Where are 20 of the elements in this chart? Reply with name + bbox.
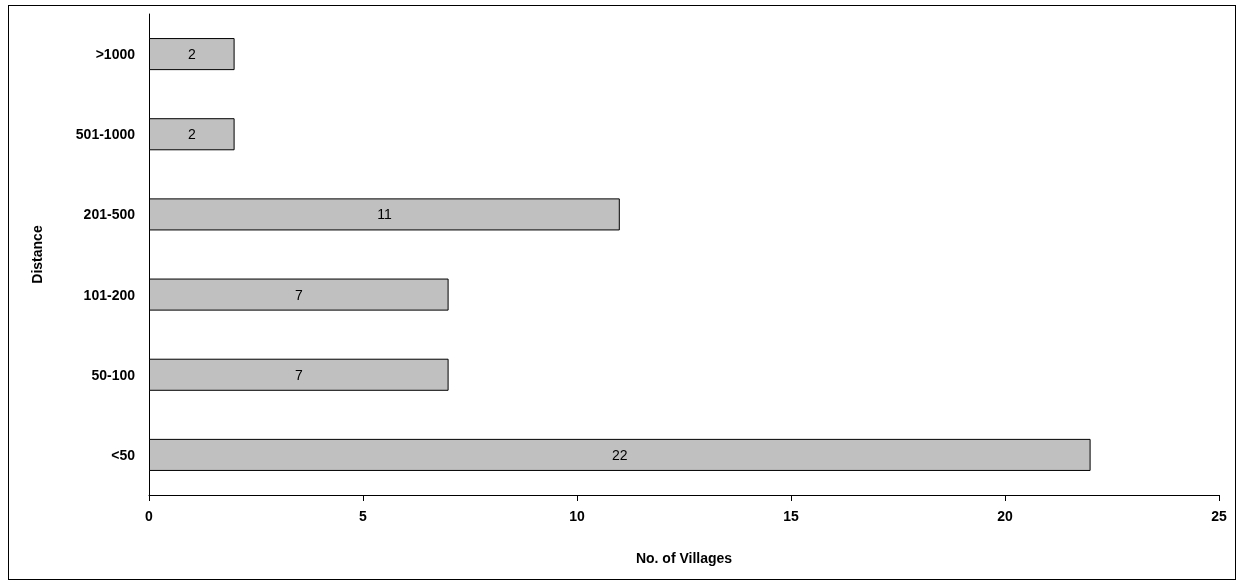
y-tick-label: 201-500	[83, 206, 136, 223]
data-label: 2	[187, 46, 196, 63]
y-tick-label: >1000	[95, 46, 136, 63]
data-label: 22	[612, 446, 628, 463]
x-tick-label: 0	[145, 508, 154, 524]
y-axis-title: Distance	[29, 225, 45, 284]
x-axis-title: No. of Villages	[635, 550, 733, 566]
x-tick-label: 15	[783, 508, 799, 524]
x-tick-label: 10	[569, 508, 585, 524]
x-tick-label: 5	[359, 508, 368, 524]
y-tick-label: 50-100	[91, 366, 136, 383]
data-label: 7	[294, 366, 303, 383]
y-tick-label: 501-1000	[75, 126, 136, 143]
data-label: 11	[377, 206, 392, 223]
y-tick-label: <50	[111, 446, 136, 463]
data-label: 7	[294, 286, 303, 303]
y-tick-label: 101-200	[83, 286, 136, 303]
data-label: 2	[187, 126, 196, 143]
x-tick-label: 20	[997, 508, 1013, 524]
x-tick-label: 25	[1211, 508, 1227, 524]
